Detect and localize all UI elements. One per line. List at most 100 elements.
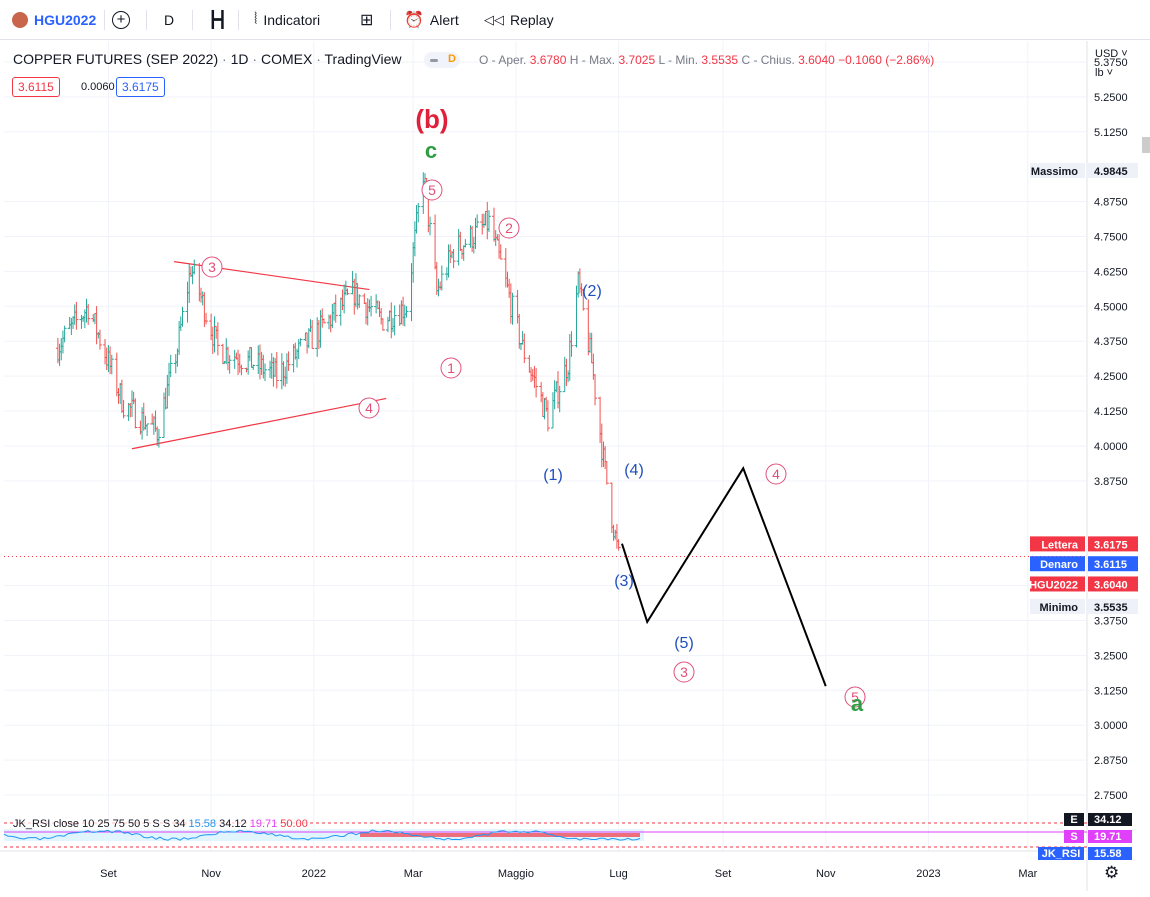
indicators-button[interactable]: ⦚ Indicatori (254, 11, 321, 28)
interval-button[interactable]: D (164, 12, 175, 28)
rsi-jk-value: 15.58 (1094, 848, 1122, 860)
symbol-logo-icon (12, 12, 28, 28)
sell-button[interactable]: 3.6115 (12, 77, 60, 97)
d-badge[interactable]: D (424, 52, 460, 68)
bid-price-label-title-bg (1030, 556, 1085, 572)
side-scroll-handle[interactable] (1142, 137, 1150, 153)
rsi-s-label-title-bg (1064, 830, 1084, 843)
buy-button[interactable]: 3.6175 (116, 77, 165, 97)
time-tick-label: Set (100, 868, 117, 880)
rsi-e-label-value: 34.12 (1094, 814, 1122, 826)
time-tick-label: Nov (201, 868, 221, 880)
price-tick-label: 3.1250 (1094, 685, 1128, 697)
symbol-name: HGU2022 (34, 12, 97, 28)
wave-label[interactable]: (5) (674, 635, 694, 652)
wave-label[interactable]: 2 (505, 220, 513, 236)
wave-label[interactable]: c (425, 138, 437, 163)
last-price-label-value-bg (1088, 576, 1138, 592)
alert-button[interactable]: ⏰ Alert (404, 12, 459, 29)
settings-gear-icon[interactable]: ⚙ (1104, 863, 1120, 882)
spread-value: 0.0060 (81, 81, 115, 93)
wave-label[interactable]: (2) (582, 283, 602, 300)
wave-label[interactable]: 5 (428, 182, 436, 198)
templates-button[interactable]: ⊞ (360, 8, 373, 32)
chart-legend: COPPER FUTURES (SEP 2022) · 1D · COMEX ·… (13, 51, 402, 67)
symbol-search[interactable]: HGU2022 (12, 8, 96, 32)
time-tick-label: Mar (1018, 868, 1037, 880)
price-tick-label: 2.7500 (1094, 790, 1128, 802)
rsi-e-label-title-bg (1064, 813, 1084, 826)
rsi-jk-title-bg (1038, 847, 1084, 860)
bid-price-label-title: Denaro (1040, 559, 1078, 571)
wave-label-circle (498, 217, 520, 239)
ask-price-label-title-bg (1030, 536, 1085, 552)
alarm-clock-icon: ⏰ (404, 12, 424, 29)
currency-selector[interactable]: USD ˅ (1095, 48, 1128, 60)
price-tick-label: 5.3750 (1094, 57, 1128, 69)
unit-selector[interactable]: lb ˅ (1095, 67, 1114, 79)
time-tick-label: Lug (609, 868, 627, 880)
wave-label[interactable]: (b) (415, 104, 448, 134)
price-tick-label: 4.6250 (1094, 266, 1128, 278)
rsi-legend: JK_RSI close 10 25 75 50 5 S S 34 15.58 … (13, 818, 308, 830)
grid-icon: ⊞ (360, 12, 374, 29)
wave-label-circle (201, 256, 223, 278)
ask-price-label-value-bg (1088, 536, 1138, 552)
replay-button[interactable]: ◁◁ Replay (484, 12, 554, 28)
wave-label[interactable]: (3) (614, 573, 634, 590)
price-tick-label: 4.7500 (1094, 231, 1128, 243)
min-price-label-title-bg (1030, 598, 1085, 614)
triangle-lower-line[interactable] (131, 397, 387, 450)
time-tick-label: Nov (816, 868, 836, 880)
wave-label[interactable]: a (851, 691, 864, 716)
wave-label[interactable]: 1 (447, 360, 455, 376)
wave-label[interactable]: (1) (543, 467, 563, 484)
wave-label[interactable]: (4) (624, 462, 644, 479)
price-tick-label: 2.8750 (1094, 755, 1128, 767)
wave-label-circle (440, 357, 462, 379)
wave-label-circle (844, 686, 866, 708)
wave-label[interactable]: 4 (365, 400, 373, 416)
rsi-jk-title: JK_RSI (1042, 848, 1081, 860)
wave-label[interactable]: 3 (208, 259, 216, 275)
wave-label[interactable]: 3 (680, 664, 688, 680)
last-price-label-value: 3.6040 (1094, 579, 1128, 591)
status-dot-icon (430, 59, 438, 62)
min-price-label-value: 3.5535 (1094, 602, 1128, 614)
max-price-label-title-bg (1030, 163, 1085, 179)
time-tick-label: Set (715, 868, 732, 880)
price-tick-label: 4.5000 (1094, 301, 1128, 313)
ask-price-label-value: 3.6175 (1094, 539, 1128, 551)
price-tick-label: 3.8750 (1094, 476, 1128, 488)
compare-button[interactable]: + (112, 8, 130, 32)
rsi-highlight-band (360, 833, 640, 837)
wave-label-circle (358, 397, 380, 419)
price-tick-label: 3.0000 (1094, 720, 1128, 732)
time-tick-label: Mar (404, 868, 423, 880)
plus-circle-icon: + (112, 11, 130, 29)
wave-label-circle (673, 661, 695, 683)
wave-label[interactable]: 4 (772, 466, 780, 482)
last-price-label-title-bg (1030, 576, 1085, 592)
bars-icon: ┣┫ (208, 12, 228, 29)
price-tick-label: 3.3750 (1094, 615, 1128, 627)
price-tick-label: 3.2500 (1094, 650, 1128, 662)
chart-area[interactable]: 5.3750 5.2500 5.1250 4.8750 4.7500 4.6250 4.50… (0, 41, 1150, 897)
price-tick-label: 4.8750 (1094, 197, 1128, 209)
projection-path[interactable] (621, 466, 827, 687)
ask-price-label-title: Lettera (1041, 539, 1079, 551)
time-tick-label: Maggio (498, 868, 534, 880)
rsi-e-label-title: E (1070, 814, 1077, 826)
price-tick-label: 4.0000 (1094, 441, 1128, 453)
wave-label-circle (421, 179, 443, 201)
max-price-label-title: Massimo (1031, 166, 1078, 178)
bid-price-label-value-bg (1088, 556, 1138, 572)
max-price-label-value: 4.9845 (1094, 166, 1128, 178)
wave-label[interactable]: 5 (851, 689, 859, 705)
price-chart[interactable]: 5.3750 5.2500 5.1250 4.8750 4.7500 4.6250 4.50… (0, 41, 1150, 897)
rsi-e-label-value-bg (1088, 813, 1132, 826)
price-tick-label: 5.2500 (1094, 92, 1128, 104)
chart-type-button[interactable]: ┣┫ (208, 8, 227, 32)
top-toolbar: HGU2022 + D ┣┫ ⦚ Indicatori ⊞ ⏰ Alert ◁◁… (0, 0, 1150, 40)
rewind-icon: ◁◁ (484, 12, 504, 27)
